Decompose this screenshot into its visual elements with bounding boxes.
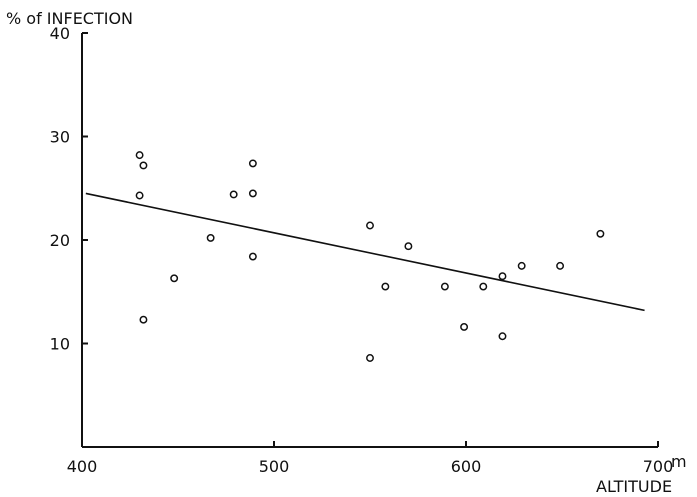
x-axis-unit: m <box>671 452 687 471</box>
y-tick-label: 10 <box>50 335 70 354</box>
data-point <box>135 151 144 160</box>
x-tick-label: 700 <box>643 457 674 476</box>
data-point <box>596 229 605 238</box>
x-tick-label: 500 <box>259 457 290 476</box>
data-point <box>517 261 526 270</box>
data-point <box>498 332 507 341</box>
data-point <box>248 189 257 198</box>
y-tick-label: 40 <box>50 24 70 43</box>
y-tick-label: 20 <box>50 231 70 250</box>
data-point <box>248 252 257 261</box>
axes-layer <box>81 33 658 448</box>
x-tick-label: 600 <box>451 457 482 476</box>
data-point <box>460 322 469 331</box>
ticks-layer: 400 500 600 700 10 20 30 40 <box>50 24 674 476</box>
data-point <box>498 272 507 281</box>
data-point <box>556 261 565 270</box>
x-axis-label: ALTITUDE <box>596 477 672 496</box>
trend-layer <box>85 192 645 312</box>
data-point <box>135 191 144 200</box>
points-layer <box>135 151 605 362</box>
y-tick-label: 30 <box>50 128 70 147</box>
data-point <box>404 242 413 251</box>
data-point <box>381 282 390 291</box>
data-point <box>229 190 238 199</box>
data-point <box>139 315 148 324</box>
data-point <box>206 233 215 242</box>
data-point <box>479 282 488 291</box>
data-point <box>248 159 257 168</box>
data-point <box>139 161 148 170</box>
data-point <box>170 274 179 283</box>
data-point <box>366 354 374 362</box>
data-point <box>366 221 374 230</box>
y-axis-label: % of INFECTION <box>6 9 133 28</box>
data-point <box>440 282 449 291</box>
x-tick-label: 400 <box>67 457 98 476</box>
trend-line <box>85 192 645 312</box>
